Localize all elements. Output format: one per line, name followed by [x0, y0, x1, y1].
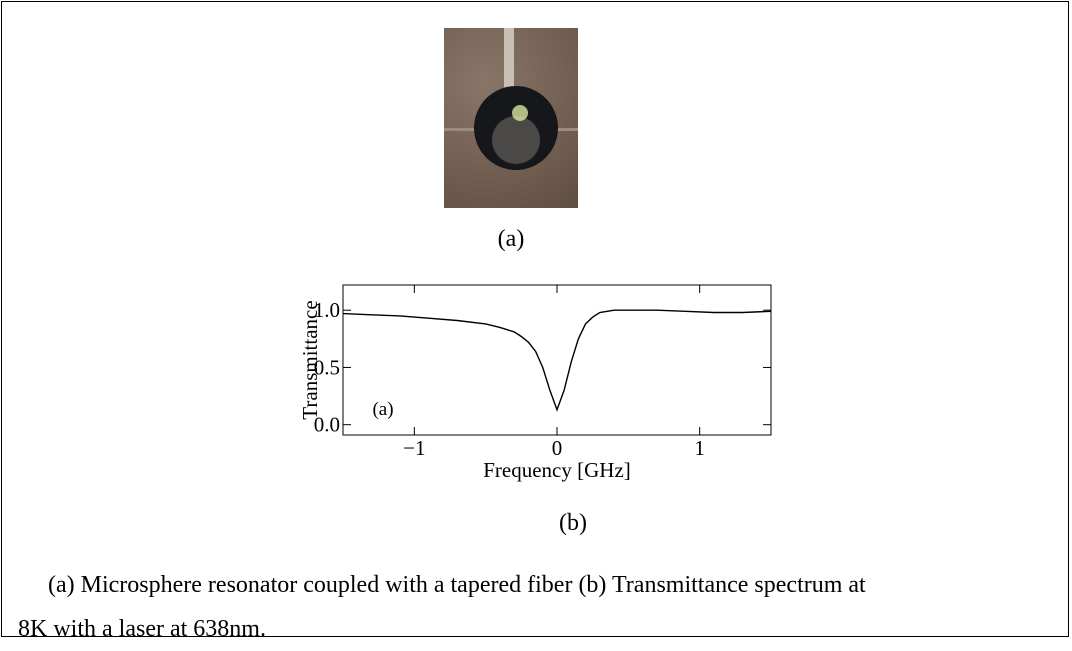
- y-axis-label: Transmittance: [298, 300, 322, 419]
- data-line: [342, 309, 772, 412]
- y-tick-label: 0.5: [314, 355, 340, 379]
- annotation: (a): [372, 399, 393, 420]
- caption: (a) Microsphere resonator coupled with a…: [18, 572, 866, 642]
- y-tick-label: 0.0: [314, 413, 340, 437]
- x-axis-label: Frequency [GHz]: [483, 458, 631, 482]
- x-tick-label: 0: [552, 436, 563, 460]
- stem: [504, 28, 514, 88]
- reflection: [492, 116, 540, 164]
- plot-frame: [342, 284, 772, 436]
- y-tick-label: 1.0: [314, 298, 340, 322]
- photo-drawing: [444, 28, 578, 170]
- image-label: (a): [497, 226, 525, 252]
- x-tick-label: −1: [403, 436, 425, 460]
- microsphere-photo: [444, 28, 578, 208]
- figure-frame: [1, 1, 1069, 637]
- highlight: [512, 105, 528, 121]
- x-tick-label: 1: [694, 436, 705, 460]
- chart-label: (b): [559, 510, 587, 536]
